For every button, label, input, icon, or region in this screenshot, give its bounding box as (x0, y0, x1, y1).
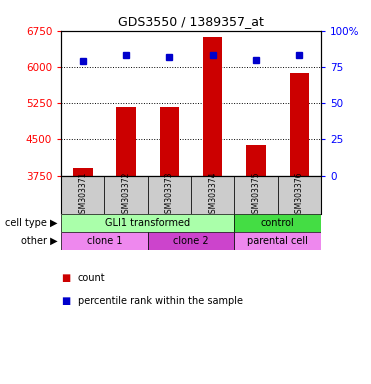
Bar (105, 175, 148, 214)
Text: cell type ▶: cell type ▶ (5, 218, 58, 228)
Bar (160, 108, 179, 175)
Text: ■: ■ (61, 273, 70, 283)
Bar (289, 73, 309, 175)
Text: GSM303375: GSM303375 (252, 172, 260, 218)
Bar (73, 168, 93, 175)
Bar (61, 214, 234, 232)
Text: control: control (261, 218, 295, 228)
Bar (234, 232, 321, 250)
Title: GDS3550 / 1389357_at: GDS3550 / 1389357_at (118, 15, 264, 28)
Text: clone 2: clone 2 (173, 236, 209, 246)
Text: GSM303376: GSM303376 (295, 172, 304, 218)
Bar (234, 175, 278, 214)
Text: count: count (78, 273, 105, 283)
Bar (61, 175, 105, 214)
Bar (191, 175, 234, 214)
Bar (203, 36, 223, 175)
Bar (246, 145, 266, 175)
Bar (234, 214, 321, 232)
Text: other ▶: other ▶ (21, 236, 58, 246)
Text: GSM303372: GSM303372 (122, 172, 131, 218)
Text: GSM303371: GSM303371 (78, 172, 87, 218)
Text: parental cell: parental cell (247, 236, 308, 246)
Text: GSM303374: GSM303374 (208, 172, 217, 218)
Text: ■: ■ (61, 296, 70, 306)
Bar (278, 175, 321, 214)
Text: percentile rank within the sample: percentile rank within the sample (78, 296, 243, 306)
Bar (61, 232, 148, 250)
Bar (116, 107, 136, 175)
Text: clone 1: clone 1 (87, 236, 122, 246)
Text: GLI1 transformed: GLI1 transformed (105, 218, 190, 228)
Text: GSM303373: GSM303373 (165, 172, 174, 218)
Bar (148, 175, 191, 214)
Bar (148, 232, 234, 250)
